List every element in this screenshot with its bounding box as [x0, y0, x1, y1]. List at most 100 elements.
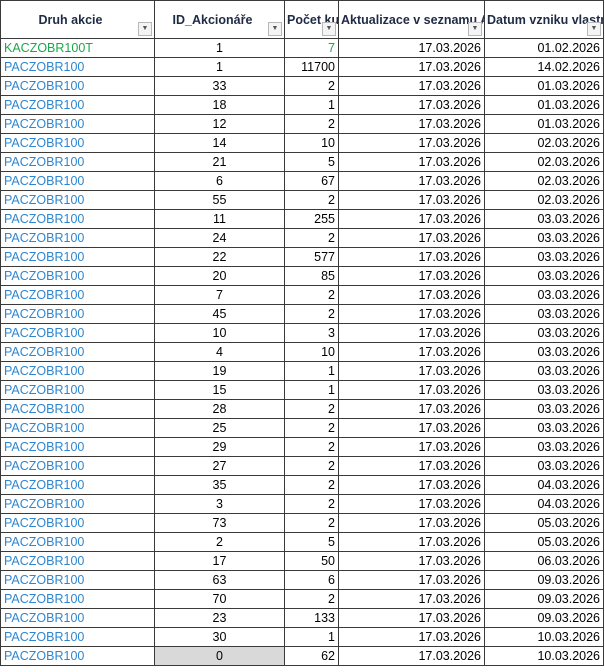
cell-aktualizace[interactable]: 17.03.2026 — [338, 114, 485, 134]
cell-aktualizace[interactable]: 17.03.2026 — [338, 57, 485, 77]
cell-druh-akcie[interactable]: PACZOBR100 — [0, 361, 155, 381]
cell-aktualizace[interactable]: 17.03.2026 — [338, 646, 485, 666]
cell-pocet-kusu[interactable]: 5 — [284, 152, 339, 172]
cell-id-akcionare[interactable]: 0 — [154, 646, 285, 666]
cell-aktualizace[interactable]: 17.03.2026 — [338, 190, 485, 210]
cell-pocet-kusu[interactable]: 62 — [284, 646, 339, 666]
cell-druh-akcie[interactable]: PACZOBR100 — [0, 114, 155, 134]
filter-dropdown-icon[interactable]: ▼ — [587, 22, 601, 36]
cell-id-akcionare[interactable]: 70 — [154, 589, 285, 609]
cell-datum-vzniku[interactable]: 10.03.2026 — [484, 646, 604, 666]
cell-id-akcionare[interactable]: 20 — [154, 266, 285, 286]
cell-id-akcionare[interactable]: 19 — [154, 361, 285, 381]
cell-datum-vzniku[interactable]: 05.03.2026 — [484, 513, 604, 533]
cell-id-akcionare[interactable]: 14 — [154, 133, 285, 153]
cell-druh-akcie[interactable]: PACZOBR100 — [0, 209, 155, 229]
cell-pocet-kusu[interactable]: 2 — [284, 285, 339, 305]
cell-id-akcionare[interactable]: 7 — [154, 285, 285, 305]
cell-pocet-kusu[interactable]: 2 — [284, 456, 339, 476]
cell-aktualizace[interactable]: 17.03.2026 — [338, 570, 485, 590]
cell-aktualizace[interactable]: 17.03.2026 — [338, 209, 485, 229]
cell-id-akcionare[interactable]: 11 — [154, 209, 285, 229]
cell-datum-vzniku[interactable]: 06.03.2026 — [484, 551, 604, 571]
cell-id-akcionare[interactable]: 12 — [154, 114, 285, 134]
cell-datum-vzniku[interactable]: 01.03.2026 — [484, 114, 604, 134]
cell-pocet-kusu[interactable]: 1 — [284, 361, 339, 381]
cell-id-akcionare[interactable]: 27 — [154, 456, 285, 476]
cell-id-akcionare[interactable]: 73 — [154, 513, 285, 533]
cell-druh-akcie[interactable]: PACZOBR100 — [0, 418, 155, 438]
cell-id-akcionare[interactable]: 30 — [154, 627, 285, 647]
cell-id-akcionare[interactable]: 24 — [154, 228, 285, 248]
cell-datum-vzniku[interactable]: 03.03.2026 — [484, 209, 604, 229]
cell-druh-akcie[interactable]: PACZOBR100 — [0, 57, 155, 77]
cell-druh-akcie[interactable]: PACZOBR100 — [0, 399, 155, 419]
cell-datum-vzniku[interactable]: 03.03.2026 — [484, 323, 604, 343]
cell-id-akcionare[interactable]: 28 — [154, 399, 285, 419]
cell-id-akcionare[interactable]: 33 — [154, 76, 285, 96]
filter-active-icon[interactable]: ▼ — [468, 22, 482, 36]
cell-datum-vzniku[interactable]: 02.03.2026 — [484, 152, 604, 172]
cell-pocet-kusu[interactable]: 2 — [284, 513, 339, 533]
cell-id-akcionare[interactable]: 21 — [154, 152, 285, 172]
cell-datum-vzniku[interactable]: 03.03.2026 — [484, 361, 604, 381]
cell-druh-akcie[interactable]: PACZOBR100 — [0, 570, 155, 590]
cell-aktualizace[interactable]: 17.03.2026 — [338, 399, 485, 419]
cell-druh-akcie[interactable]: PACZOBR100 — [0, 190, 155, 210]
cell-druh-akcie[interactable]: PACZOBR100 — [0, 228, 155, 248]
cell-datum-vzniku[interactable]: 04.03.2026 — [484, 494, 604, 514]
cell-druh-akcie[interactable]: KACZOBR100T — [0, 38, 155, 58]
cell-pocet-kusu[interactable]: 10 — [284, 342, 339, 362]
cell-aktualizace[interactable]: 17.03.2026 — [338, 152, 485, 172]
cell-datum-vzniku[interactable]: 14.02.2026 — [484, 57, 604, 77]
cell-aktualizace[interactable]: 17.03.2026 — [338, 418, 485, 438]
cell-datum-vzniku[interactable]: 01.02.2026 — [484, 38, 604, 58]
cell-aktualizace[interactable]: 17.03.2026 — [338, 171, 485, 191]
cell-aktualizace[interactable]: 17.03.2026 — [338, 551, 485, 571]
cell-datum-vzniku[interactable]: 03.03.2026 — [484, 399, 604, 419]
cell-aktualizace[interactable]: 17.03.2026 — [338, 494, 485, 514]
filter-dropdown-icon[interactable]: ▼ — [268, 22, 282, 36]
cell-id-akcionare[interactable]: 63 — [154, 570, 285, 590]
cell-id-akcionare[interactable]: 35 — [154, 475, 285, 495]
cell-pocet-kusu[interactable]: 2 — [284, 418, 339, 438]
cell-datum-vzniku[interactable]: 09.03.2026 — [484, 608, 604, 628]
cell-datum-vzniku[interactable]: 09.03.2026 — [484, 570, 604, 590]
cell-datum-vzniku[interactable]: 03.03.2026 — [484, 456, 604, 476]
cell-aktualizace[interactable]: 17.03.2026 — [338, 437, 485, 457]
cell-aktualizace[interactable]: 17.03.2026 — [338, 133, 485, 153]
cell-pocet-kusu[interactable]: 2 — [284, 76, 339, 96]
cell-pocet-kusu[interactable]: 2 — [284, 228, 339, 248]
cell-datum-vzniku[interactable]: 03.03.2026 — [484, 380, 604, 400]
cell-id-akcionare[interactable]: 1 — [154, 57, 285, 77]
cell-druh-akcie[interactable]: PACZOBR100 — [0, 437, 155, 457]
cell-druh-akcie[interactable]: PACZOBR100 — [0, 627, 155, 647]
cell-datum-vzniku[interactable]: 03.03.2026 — [484, 304, 604, 324]
cell-datum-vzniku[interactable]: 10.03.2026 — [484, 627, 604, 647]
cell-id-akcionare[interactable]: 23 — [154, 608, 285, 628]
cell-pocet-kusu[interactable]: 6 — [284, 570, 339, 590]
cell-aktualizace[interactable]: 17.03.2026 — [338, 361, 485, 381]
cell-pocet-kusu[interactable]: 2 — [284, 190, 339, 210]
cell-pocet-kusu[interactable]: 2 — [284, 304, 339, 324]
cell-id-akcionare[interactable]: 29 — [154, 437, 285, 457]
cell-datum-vzniku[interactable]: 01.03.2026 — [484, 95, 604, 115]
cell-datum-vzniku[interactable]: 09.03.2026 — [484, 589, 604, 609]
cell-aktualizace[interactable]: 17.03.2026 — [338, 627, 485, 647]
cell-datum-vzniku[interactable]: 01.03.2026 — [484, 76, 604, 96]
cell-pocet-kusu[interactable]: 133 — [284, 608, 339, 628]
cell-druh-akcie[interactable]: PACZOBR100 — [0, 285, 155, 305]
cell-id-akcionare[interactable]: 4 — [154, 342, 285, 362]
cell-druh-akcie[interactable]: PACZOBR100 — [0, 95, 155, 115]
cell-aktualizace[interactable]: 17.03.2026 — [338, 532, 485, 552]
cell-druh-akcie[interactable]: PACZOBR100 — [0, 342, 155, 362]
cell-id-akcionare[interactable]: 2 — [154, 532, 285, 552]
cell-pocet-kusu[interactable]: 1 — [284, 380, 339, 400]
cell-pocet-kusu[interactable]: 5 — [284, 532, 339, 552]
cell-pocet-kusu[interactable]: 11700 — [284, 57, 339, 77]
cell-aktualizace[interactable]: 17.03.2026 — [338, 475, 485, 495]
cell-pocet-kusu[interactable]: 7 — [284, 38, 339, 58]
cell-pocet-kusu[interactable]: 67 — [284, 171, 339, 191]
cell-druh-akcie[interactable]: PACZOBR100 — [0, 152, 155, 172]
cell-pocet-kusu[interactable]: 2 — [284, 399, 339, 419]
